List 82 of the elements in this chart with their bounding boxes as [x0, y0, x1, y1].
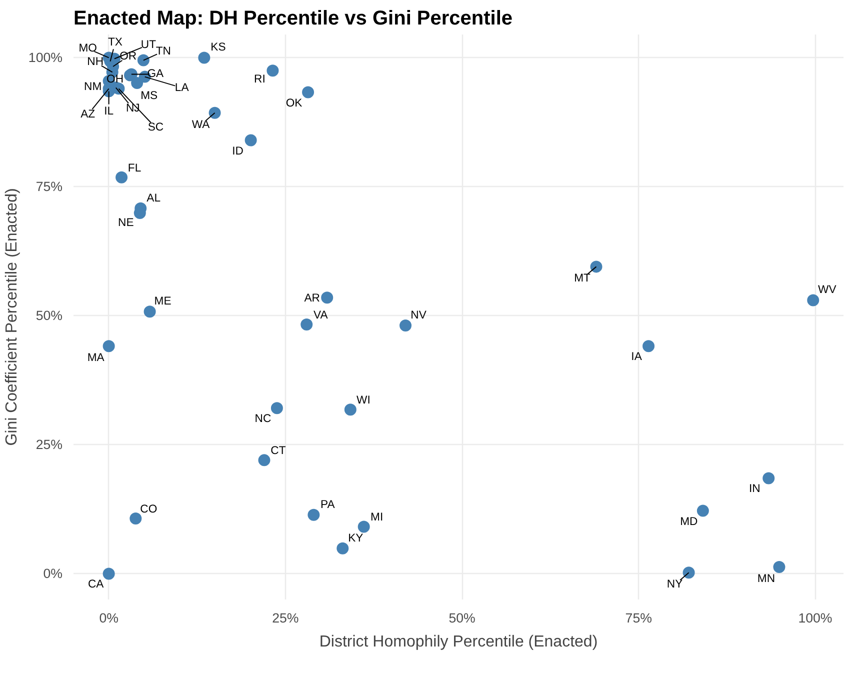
data-label: KS	[210, 42, 226, 54]
data-label: OK	[286, 97, 303, 110]
data-label: ID	[232, 145, 244, 158]
data-label: MO	[78, 42, 98, 55]
data-label: AL	[146, 192, 161, 204]
data-label: TN	[156, 45, 171, 58]
data-label: CO	[140, 503, 158, 516]
data-label: OR	[120, 50, 137, 62]
point	[102, 340, 115, 352]
data-label: WV	[818, 284, 837, 296]
data-label: RI	[254, 74, 266, 86]
data-label: VA	[313, 309, 328, 322]
data-label: MA	[87, 352, 105, 364]
data-label: NJ	[126, 102, 140, 115]
point	[696, 504, 709, 517]
data-label: NC	[254, 413, 272, 426]
data-label: NM	[84, 80, 102, 93]
data-label: NV	[410, 310, 427, 322]
x-tick-label: 100%	[798, 610, 832, 626]
data-label: MN	[757, 572, 776, 585]
data-label: TX	[108, 36, 123, 48]
point	[590, 260, 602, 273]
x-tick-label: 75%	[625, 610, 652, 626]
point	[102, 568, 115, 580]
y-axis-title: Gini Coefficient Percentile (Enacted)	[3, 188, 20, 446]
point	[336, 542, 349, 554]
point	[130, 512, 142, 524]
data-label: IA	[631, 351, 642, 364]
data-label: PA	[320, 498, 336, 511]
point	[270, 402, 283, 414]
x-tick-label: 50%	[448, 610, 476, 626]
point	[321, 292, 334, 304]
point	[300, 318, 313, 330]
data-label: ME	[154, 296, 172, 308]
y-tick-label: 25%	[36, 437, 63, 452]
point	[308, 508, 320, 521]
data-label: WI	[356, 394, 370, 407]
y-tick-label: 100%	[28, 50, 63, 66]
point	[131, 77, 144, 89]
point	[258, 454, 270, 466]
y-tick-label: 75%	[36, 179, 63, 194]
data-label: UT	[140, 38, 156, 51]
y-tick-label: 50%	[36, 308, 63, 324]
x-tick-label: 0%	[99, 610, 119, 626]
point	[116, 171, 128, 184]
data-label: AR	[304, 292, 320, 305]
point	[400, 320, 412, 332]
data-label: LA	[174, 82, 190, 94]
data-label: CT	[270, 445, 286, 458]
data-label: KY	[348, 532, 364, 544]
point	[344, 404, 356, 416]
point	[682, 566, 695, 579]
y-tick-label: 0%	[43, 566, 63, 582]
chart-title: Enacted Map: DH Percentile vs Gini Percentile	[74, 8, 513, 30]
point	[773, 561, 786, 573]
data-label: MD	[680, 516, 698, 528]
point	[302, 86, 314, 98]
data-label: AZ	[80, 108, 96, 121]
data-label: CA	[88, 578, 104, 591]
data-label: FL	[128, 162, 142, 174]
data-label: NY	[666, 578, 684, 591]
data-label: IN	[748, 483, 760, 496]
data-label: MT	[574, 272, 591, 285]
data-label: MI	[370, 512, 384, 524]
point	[244, 134, 257, 146]
data-label: WA	[192, 118, 210, 131]
point	[266, 64, 279, 77]
point	[762, 472, 775, 484]
data-label: NE	[118, 217, 134, 230]
point	[137, 54, 150, 66]
point	[198, 52, 210, 64]
point	[358, 520, 370, 533]
point	[208, 106, 221, 119]
data-label: MS	[140, 90, 158, 102]
x-axis-title: District Homophily Percentile (Enacted)	[319, 634, 598, 650]
point	[144, 306, 156, 318]
data-label: NH	[87, 56, 104, 68]
data-label: SC	[148, 122, 164, 134]
x-tick-label: 25%	[272, 610, 299, 626]
point	[807, 294, 820, 306]
point	[642, 340, 655, 352]
data-label: IL	[104, 105, 114, 118]
